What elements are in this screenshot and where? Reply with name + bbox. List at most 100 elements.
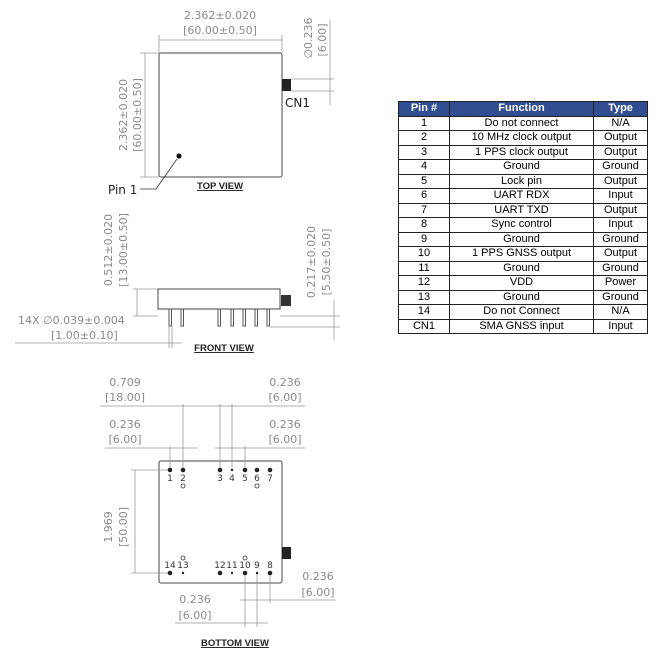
- cell-function: Lock pin: [449, 173, 594, 189]
- cell-type: Input: [593, 188, 648, 204]
- table-row: 9 Ground Ground: [398, 231, 648, 247]
- cell-pin: 6: [398, 188, 450, 204]
- bottom-view: 0.709 [18.00] 0.236 [6.00] 0.236 [6.00] …: [100, 376, 336, 649]
- table-row: 8 Sync control Input: [398, 217, 648, 233]
- header-pin: Pin #: [398, 101, 450, 117]
- pitch-left-in: 0.236: [109, 418, 141, 431]
- front-height-mm: [13.00±0.50]: [117, 213, 130, 287]
- cell-pin: 7: [398, 202, 450, 218]
- cell-pin: CN1: [398, 318, 450, 334]
- table-row: 2 10 MHz clock output Output: [398, 130, 648, 146]
- top-height-in: 2.362±0.020: [117, 79, 130, 151]
- cell-pin: 12: [398, 275, 450, 291]
- cell-pin: 3: [398, 144, 450, 160]
- row-spacing-mm: [50.00]: [117, 507, 130, 547]
- cell-function: UART RDX: [449, 188, 594, 204]
- pitch-bottom-right-mm: [6.00]: [301, 586, 334, 599]
- cell-type: Power: [593, 275, 648, 291]
- cell-type: Output: [593, 173, 648, 189]
- table-row: 5 Lock pin Output: [398, 173, 648, 189]
- cell-function: SMA GNSS input: [449, 318, 594, 334]
- pin-dia-mm: [1.00±0.10]: [51, 329, 118, 342]
- pin-label: 9: [254, 561, 260, 571]
- pin1-marker: [176, 153, 182, 159]
- table-row: CN1 SMA GNSS input Input: [398, 318, 648, 334]
- cell-pin: 8: [398, 217, 450, 233]
- pin-length-in: 0.217±0.020: [305, 226, 318, 298]
- pin-label: 10: [239, 561, 251, 571]
- row-spacing-in: 1.969: [102, 511, 115, 543]
- pin-function-table: Pin # Function Type 1 Do not connect N/A 2 1…: [398, 101, 648, 334]
- cell-pin: 2: [398, 130, 450, 146]
- pitch-18-mm: [18.00]: [105, 391, 145, 404]
- pitch-top-right-mm: [6.00]: [268, 391, 301, 404]
- pitch-bottom-right-in: 0.236: [302, 570, 334, 583]
- top-width-in: 2.362±0.020: [184, 9, 256, 22]
- table-row: 1 Do not connect N/A: [398, 115, 648, 131]
- cell-pin: 9: [398, 231, 450, 247]
- cn1-connector-bottom: [282, 547, 291, 559]
- bottom-view-title: BOTTOM VIEW: [201, 638, 269, 649]
- front-height-in: 0.512±0.020: [102, 214, 115, 286]
- table-row: 4 Ground Ground: [398, 159, 648, 175]
- cell-function: 1 PPS GNSS output: [449, 246, 594, 262]
- top-view: 2.362±0.020 [60.00±0.50] 2.362±0.020 [60…: [108, 9, 334, 197]
- pin-label: 11: [226, 561, 237, 571]
- cn1-label: CN1: [285, 96, 310, 110]
- table-row: 10 1 PPS GNSS output Output: [398, 246, 648, 262]
- cn1-connector-front: [281, 295, 291, 306]
- table-row: 11 Ground Ground: [398, 260, 648, 276]
- table-row: 12 VDD Power: [398, 275, 648, 291]
- cell-type: N/A: [593, 304, 648, 320]
- pin-label: 13: [177, 561, 188, 571]
- pin-label: 14: [164, 561, 176, 571]
- cell-type: Ground: [593, 260, 648, 276]
- pin-label: 7: [267, 474, 273, 484]
- cell-type: N/A: [593, 115, 648, 131]
- pin-label: 3: [217, 474, 223, 484]
- pin-label: 8: [267, 561, 273, 571]
- module-outline-front: [157, 288, 281, 310]
- module-outline-top: [158, 52, 283, 178]
- pitch-bottom-mm: [6.00]: [178, 609, 211, 622]
- cell-type: Ground: [593, 231, 648, 247]
- cell-pin: 1: [398, 115, 450, 131]
- pin-label: 5: [242, 474, 248, 484]
- cell-type: Ground: [593, 289, 648, 305]
- pitch-right-mm: [6.00]: [268, 433, 301, 446]
- cell-function: Ground: [449, 159, 594, 175]
- bottom-pin-labels: 14 13 12 11 10 9 8: [164, 561, 273, 571]
- header-type: Type: [593, 101, 648, 117]
- pin-length-mm: [5.50±0.50]: [320, 229, 333, 296]
- top-view-title: TOP VIEW: [197, 181, 243, 192]
- table-row: 14 Do not Connect N/A: [398, 304, 648, 320]
- cell-pin: 13: [398, 289, 450, 305]
- pitch-18-in: 0.709: [109, 376, 141, 389]
- pin-label: 6: [254, 474, 260, 484]
- pin-dia-in: 14X ∅0.039±0.004: [18, 314, 125, 327]
- module-outline-bottom: [158, 460, 283, 584]
- pin-label: 1: [167, 474, 173, 484]
- front-view: 0.512±0.020 [13.00±0.50] 0.217±0.020 [5.…: [15, 213, 340, 354]
- table-row: 7 UART TXD Output: [398, 202, 648, 218]
- top-width-mm: [60.00±0.50]: [183, 24, 257, 37]
- cell-pin: 4: [398, 159, 450, 175]
- front-view-title: FRONT VIEW: [194, 343, 254, 354]
- pin-label: 2: [180, 474, 186, 484]
- cell-function: Do not connect: [449, 115, 594, 131]
- cell-function: Ground: [449, 231, 594, 247]
- header-function: Function: [449, 101, 594, 117]
- cell-function: Do not Connect: [449, 304, 594, 320]
- cell-pin: 14: [398, 304, 450, 320]
- cell-pin: 10: [398, 246, 450, 262]
- cell-type: Input: [593, 318, 648, 334]
- table-body: 1 Do not connect N/A 2 10 MHz clock output Ou…: [398, 115, 648, 334]
- cell-function: Ground: [449, 260, 594, 276]
- cell-type: Input: [593, 217, 648, 233]
- top-height-mm: [60.00±0.50]: [131, 78, 144, 152]
- cell-function: VDD: [449, 275, 594, 291]
- pin-label: 4: [229, 474, 235, 484]
- conn-dia-mm: [6.00]: [316, 23, 329, 56]
